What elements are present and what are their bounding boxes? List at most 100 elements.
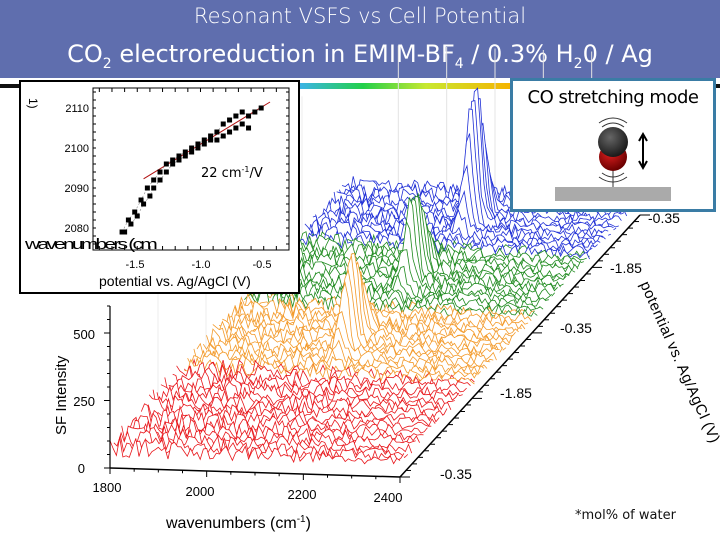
co-molecule-on-surface-icon <box>555 117 671 201</box>
scatter-point <box>208 137 214 143</box>
spectrum-trace <box>184 358 475 385</box>
spectrum-trace <box>252 281 544 311</box>
z-tick-label: -0.35 <box>440 466 472 482</box>
x-axis-title-sup: -1 <box>297 514 306 525</box>
slope-annotation-sup: -1 <box>242 165 250 174</box>
x-tick-label: 2000 <box>186 484 215 499</box>
scatter-point <box>170 157 176 163</box>
subtitle-part: electroreduction in EMIM-BF <box>111 40 455 68</box>
scatter-point <box>258 105 264 111</box>
scatter-point <box>151 185 157 191</box>
slide-subtitle: CO2 electroreduction in EMIM-BF4 / 0.3% … <box>0 40 720 72</box>
scatter-point <box>176 153 182 159</box>
inset-scatter-chart: 2110 2100 2090 2080 -1.5 -1.0 -0.5 poten… <box>24 87 290 289</box>
z-tick-label: -0.35 <box>648 210 680 226</box>
x-axis-title: wavenumbers (cm-1) <box>165 514 311 532</box>
inset-y-tick: 2100 <box>65 143 89 155</box>
scatter-point <box>189 145 195 151</box>
scatter-point <box>195 141 201 147</box>
inset-x-tick: -1.0 <box>192 259 211 271</box>
trace-fill <box>209 270 500 369</box>
chart-axes <box>104 214 650 483</box>
inset-x-tick: -0.5 <box>253 259 272 271</box>
scatter-point <box>195 145 201 151</box>
x-axis-title-end: ) <box>306 515 311 532</box>
scatter-point <box>170 161 176 167</box>
spectrum-trace <box>113 435 405 462</box>
scatter-point <box>208 133 214 139</box>
x-tick-label: 2400 <box>374 490 403 505</box>
scatter-point <box>157 169 163 175</box>
inset-y-tick: 2110 <box>65 103 89 115</box>
spectrum-trace <box>225 281 516 340</box>
spectrum-trace <box>144 402 436 427</box>
scatter-point <box>233 113 239 119</box>
spectrum-trace <box>218 261 510 347</box>
scatter-point <box>132 209 138 215</box>
scatter-point <box>227 129 233 135</box>
vibration-arcs-icon <box>598 117 628 183</box>
spectrum-trace <box>222 270 513 345</box>
scatter-point <box>220 121 226 127</box>
slide-title: Resonant VSFS vs Cell Potential <box>193 4 527 28</box>
spectrum-trace <box>164 377 455 406</box>
scatter-point <box>220 133 226 139</box>
spectrum-trace <box>307 224 598 250</box>
slope-annotation-main: 22 cm <box>201 166 242 181</box>
x-tick-label: 2200 <box>288 487 317 502</box>
z-tick-label: -0.35 <box>560 320 592 336</box>
spectrum-trace <box>117 429 409 459</box>
inset-plot-frame <box>92 87 290 251</box>
z-tick-label: -1.85 <box>500 385 532 401</box>
y-tick-label: 0 <box>78 461 85 476</box>
inset-y-axis-title-garbled: wavenumbers (cm <box>24 236 158 253</box>
spectrum-trace <box>258 265 549 304</box>
z-axis-title: potential vs. Ag/AgCl (V) <box>636 279 720 446</box>
scatter-point <box>182 153 188 159</box>
scatter-point <box>163 161 169 167</box>
scatter-point <box>252 109 258 115</box>
carbon-atom <box>598 127 628 157</box>
subtitle-sub: 4 <box>454 55 464 72</box>
spectrum-trace <box>231 298 522 334</box>
spectrum-trace <box>273 195 564 288</box>
slope-annotation: 22 cm-1/V <box>201 165 263 181</box>
spectrum-trace <box>244 291 535 321</box>
scatter-point <box>189 149 195 155</box>
scatter-point <box>239 109 245 115</box>
scatter-point <box>233 125 239 131</box>
spectrum-trace <box>109 437 401 465</box>
spectrum-trace <box>284 229 576 275</box>
surface-plate <box>555 187 671 201</box>
spectrum-trace <box>267 197 558 293</box>
scatter-point <box>182 149 188 155</box>
inset-scatter-panel: 2110 2100 2090 2080 -1.5 -1.0 -0.5 poten… <box>19 80 300 294</box>
scatter-point <box>201 137 207 143</box>
trace-fill <box>267 197 558 305</box>
spectrum-trace <box>206 281 497 361</box>
double-arrow-icon <box>638 131 648 171</box>
y-tick-label: 250 <box>73 394 95 409</box>
trace-fill <box>110 437 400 477</box>
scatter-point <box>201 141 207 147</box>
y-tick-label: 500 <box>73 327 95 342</box>
slope-annotation-end: /V <box>249 166 262 181</box>
scatter-point <box>125 217 131 223</box>
scatter-point <box>122 229 128 235</box>
scatter-point <box>138 197 144 203</box>
spectrum-trace <box>296 234 587 263</box>
spectrum-trace <box>240 293 532 323</box>
scatter-point <box>141 201 147 207</box>
slide-header: Resonant VSFS vs Cell Potential CO2 elec… <box>0 0 720 78</box>
inset-y-tick: 2090 <box>65 183 89 195</box>
scatter-point <box>176 157 182 163</box>
trace-fill <box>215 253 506 362</box>
scatter-point <box>214 137 220 143</box>
scatter-point <box>128 221 134 227</box>
x-axis-title-main: wavenumbers (cm <box>165 515 297 532</box>
scatter-point <box>246 113 252 119</box>
scatter-point <box>239 121 245 127</box>
co-stretching-mode-box: CO stretching mode <box>510 78 716 212</box>
inset-x-tick: -1.5 <box>126 259 145 271</box>
